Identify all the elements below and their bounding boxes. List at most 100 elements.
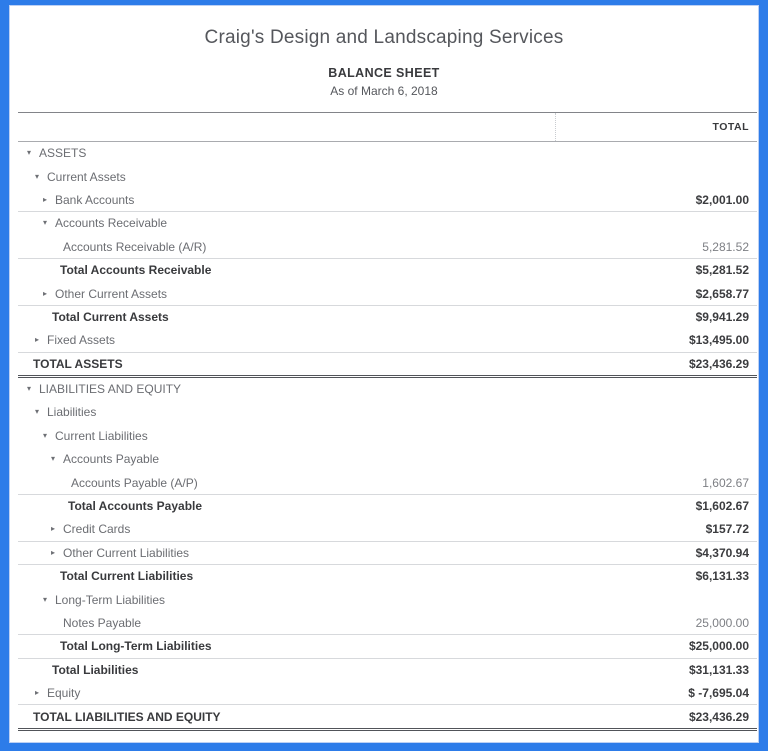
row-label-cell: Total Accounts Payable <box>18 499 555 513</box>
row-label: Other Current Assets <box>55 286 168 301</box>
row-label: Accounts Payable <box>63 452 160 467</box>
table-row: ▾ Liabilities <box>18 401 757 424</box>
table-row: Total Liabilities $31,131.33 <box>18 659 757 682</box>
row-label-cell: ▸ Bank Accounts <box>18 193 555 207</box>
row-label: ASSETS <box>39 146 87 161</box>
table-row: Total Current Liabilities $6,131.33 <box>18 565 757 588</box>
table-row: Total Long-Term Liabilities $25,000.00 <box>18 635 757 659</box>
row-label: Long-Term Liabilities <box>55 592 166 607</box>
expand-triangle-icon[interactable]: ▸ <box>42 194 47 204</box>
table-row: ▾ Current Liabilities <box>18 425 757 448</box>
row-label-cell: Total Current Assets <box>18 310 555 324</box>
table-row: Accounts Receivable (A/R) 5,281.52 <box>18 236 757 259</box>
row-total-value: 5,281.52 <box>702 239 749 254</box>
expand-triangle-icon[interactable]: ▸ <box>34 688 39 698</box>
table-row: ▾ Accounts Receivable <box>18 212 757 235</box>
table-row: TOTAL LIABILITIES AND EQUITY $23,436.29 <box>18 705 757 731</box>
row-label-cell: Accounts Receivable (A/R) <box>18 240 555 254</box>
row-label-cell: ▾ Accounts Receivable <box>18 216 555 230</box>
row-label-cell: TOTAL ASSETS <box>18 357 555 371</box>
row-total-value: 1,602.67 <box>702 475 749 490</box>
row-label: Total Current Assets <box>52 309 169 324</box>
expand-triangle-icon[interactable]: ▸ <box>50 547 55 557</box>
row-label: Current Assets <box>47 169 126 184</box>
row-total-value: $31,131.33 <box>688 662 749 677</box>
company-name: Craig's Design and Landscaping Services <box>204 27 564 48</box>
collapse-triangle-icon[interactable]: ▾ <box>42 430 47 440</box>
row-total-value: $2,001.00 <box>695 192 749 207</box>
row-total-value: $23,436.29 <box>688 709 749 724</box>
row-label-cell: Notes Payable <box>18 616 555 630</box>
row-label-cell: ▾ Current Liabilities <box>18 429 555 443</box>
row-label-cell: ▸ Other Current Assets <box>18 287 555 301</box>
table-row: ▸ Credit Cards $157.72 <box>18 518 757 542</box>
table-row: Accounts Payable (A/P) 1,602.67 <box>18 471 757 495</box>
balance-sheet-table: TOTAL ▾ ASSETS ▾ Current Assets ▸ Bank Accoun… <box>18 112 757 731</box>
table-row: ▾ Accounts Payable <box>18 448 757 471</box>
table-row: ▾ Current Assets <box>18 165 757 188</box>
row-label: Total Accounts Receivable <box>60 263 212 278</box>
row-label: LIABILITIES AND EQUITY <box>39 382 182 397</box>
row-total-value: $5,281.52 <box>695 263 749 278</box>
row-label: Accounts Receivable (A/R) <box>63 239 207 254</box>
table-row: Total Accounts Payable $1,602.67 <box>18 495 757 518</box>
report-header: Craig's Design and Landscaping Services … <box>9 5 759 98</box>
expand-triangle-icon[interactable]: ▸ <box>34 335 39 345</box>
row-label: Fixed Assets <box>47 333 116 348</box>
collapse-triangle-icon[interactable]: ▾ <box>26 384 31 394</box>
row-label: Total Current Liabilities <box>60 569 194 584</box>
collapse-triangle-icon[interactable]: ▾ <box>50 454 55 464</box>
collapse-triangle-icon[interactable]: ▾ <box>42 594 47 604</box>
row-label-cell: Total Accounts Receivable <box>18 263 555 277</box>
row-label-cell: ▾ ASSETS <box>18 146 555 160</box>
account-column-header <box>18 113 555 141</box>
row-total-value: $1,602.67 <box>695 499 749 514</box>
row-label-cell: ▸ Other Current Liabilities <box>18 546 555 560</box>
table-row: ▸ Other Current Assets $2,658.77 <box>18 282 757 306</box>
row-label-cell: ▸ Credit Cards <box>18 522 555 536</box>
table-row: Notes Payable 25,000.00 <box>18 612 757 636</box>
row-label: Accounts Receivable <box>55 216 168 231</box>
row-total-value: 25,000.00 <box>695 616 749 630</box>
table-row: Total Current Assets $9,941.29 <box>18 306 757 329</box>
row-label-cell: Total Liabilities <box>18 663 555 677</box>
row-total-value: $23,436.29 <box>688 356 749 371</box>
column-header-row: TOTAL <box>18 112 757 142</box>
row-label-cell: ▸ Fixed Assets <box>18 333 555 347</box>
row-total-value: $25,000.00 <box>688 639 749 654</box>
expand-triangle-icon[interactable]: ▸ <box>42 288 47 298</box>
table-row: ▸ Other Current Liabilities $4,370.94 <box>18 542 757 566</box>
row-label-cell: ▾ Liabilities <box>18 405 555 419</box>
expand-triangle-icon[interactable]: ▸ <box>50 524 55 534</box>
collapse-triangle-icon[interactable]: ▾ <box>42 218 47 228</box>
row-total-value: $9,941.29 <box>695 309 749 324</box>
table-row: ▸ Equity $ -7,695.04 <box>18 682 757 706</box>
row-label: Current Liabilities <box>55 428 148 443</box>
row-label: Notes Payable <box>63 616 142 630</box>
table-row: ▾ LIABILITIES AND EQUITY <box>18 378 757 401</box>
table-row: ▸ Bank Accounts $2,001.00 <box>18 189 757 213</box>
row-label: Other Current Liabilities <box>63 545 190 560</box>
row-label-cell: ▸ Equity <box>18 686 555 700</box>
collapse-triangle-icon[interactable]: ▾ <box>34 407 39 417</box>
row-label-cell: Accounts Payable (A/P) <box>18 476 555 490</box>
table-row: ▸ Fixed Assets $13,495.00 <box>18 329 757 353</box>
row-total-value: $157.72 <box>705 522 749 537</box>
row-label-cell: TOTAL LIABILITIES AND EQUITY <box>18 710 555 724</box>
collapse-triangle-icon[interactable]: ▾ <box>34 171 39 181</box>
row-label-cell: ▾ LIABILITIES AND EQUITY <box>18 382 555 396</box>
total-column-header: TOTAL <box>555 113 757 141</box>
row-label: Total Accounts Payable <box>68 499 203 514</box>
row-label: Equity <box>47 686 81 701</box>
collapse-triangle-icon[interactable]: ▾ <box>26 148 31 158</box>
row-label-cell: ▾ Long-Term Liabilities <box>18 593 555 607</box>
row-label: Credit Cards <box>63 522 131 537</box>
row-label: Bank Accounts <box>55 192 135 207</box>
report-title: BALANCE SHEET <box>328 66 440 80</box>
row-label: Accounts Payable (A/P) <box>71 475 198 490</box>
row-total-value: $ -7,695.04 <box>688 686 749 701</box>
table-body: ▾ ASSETS ▾ Current Assets ▸ Bank Accounts $2,0… <box>18 142 757 731</box>
row-total-value: $6,131.33 <box>695 569 749 584</box>
row-total-value: $13,495.00 <box>688 333 749 348</box>
